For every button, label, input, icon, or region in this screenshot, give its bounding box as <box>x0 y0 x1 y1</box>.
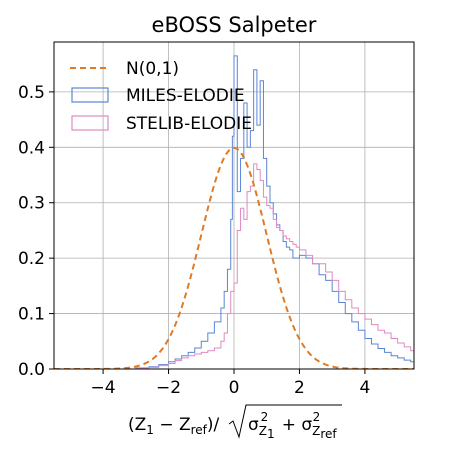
x-axis-label: (Z1 − Zref)/ σZ12 + σZref2 <box>128 404 342 441</box>
x-tick-label-2: 0 <box>229 378 240 398</box>
chart-title: eBOSS Salpeter <box>152 13 317 37</box>
x-tick-label-4: 4 <box>359 378 370 398</box>
sqrt-sign <box>228 404 342 439</box>
legend-label-stelib: STELIB-ELODIE <box>126 114 252 134</box>
series-2-step <box>54 163 414 369</box>
legend-label-miles: MILES-ELODIE <box>126 86 245 106</box>
x-axis-ticks: −4 −2 0 2 4 <box>91 369 370 398</box>
legend-label-normal: N(0,1) <box>126 59 179 79</box>
y-tick-label-0: 0.0 <box>18 360 45 380</box>
x-tick-label-1: −2 <box>156 378 181 398</box>
y-tick-label-2: 0.2 <box>18 249 45 269</box>
y-axis-ticks: 0.0 0.1 0.2 0.3 0.4 0.5 <box>18 83 54 380</box>
x-tick-label-0: −4 <box>91 378 116 398</box>
legend-swatch-miles <box>71 87 109 103</box>
series-1-step <box>54 55 414 369</box>
svg-text:(Z1 − Zref)/: (Z1 − Zref)/ <box>128 415 220 437</box>
x-tick-label-3: 2 <box>294 378 305 398</box>
legend-swatch-stelib <box>71 115 109 131</box>
y-tick-label-4: 0.4 <box>18 138 45 158</box>
y-tick-label-1: 0.1 <box>18 305 45 325</box>
legend: N(0,1) MILES-ELODIE STELIB-ELODIE <box>70 59 252 134</box>
svg-text:σZ12 + σZref2: σZ12 + σZref2 <box>248 410 337 441</box>
y-tick-label-5: 0.5 <box>18 83 45 103</box>
y-tick-label-3: 0.3 <box>18 194 45 214</box>
